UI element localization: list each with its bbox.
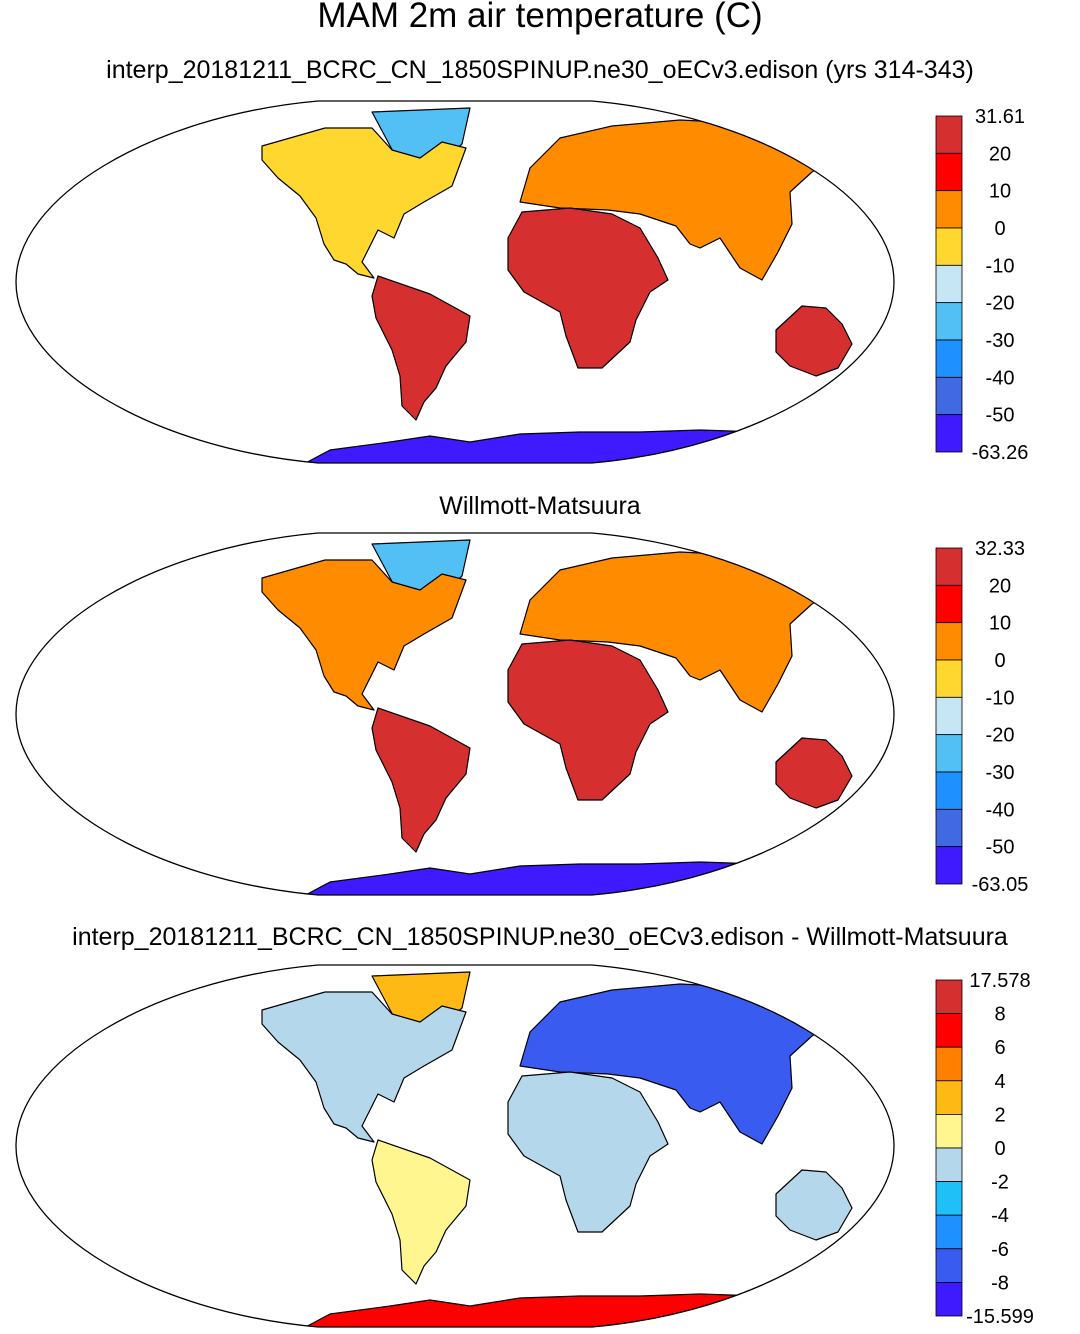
land-layer [261,107,853,463]
map-model [15,100,895,464]
colorbar-swatch [935,622,963,661]
colorbar-label: -63.26 [972,442,1029,464]
colorbar-label: -30 [986,330,1015,352]
colorbar-swatch [935,659,963,698]
colorbar-swatch [935,846,963,885]
land-europe-asia [519,551,837,713]
land-australia [775,305,853,377]
colorbar-label: 4 [994,1071,1005,1093]
colorbar-label: 6 [994,1037,1005,1059]
colorbar-swatch [935,1013,963,1048]
colorbar-swatch [935,1181,963,1216]
colorbar-label: 0 [994,218,1005,240]
colorbar-diff: 17.578 8 6 4 2 0 -2 -4 -6 -8 -15.599 [935,970,1034,1328]
colorbar-label: 31.61 [975,106,1025,128]
colorbar-label: -6 [991,1239,1009,1261]
land-australia [775,737,853,809]
colorbar-label: 20 [989,575,1011,597]
colorbar-swatch [935,696,963,736]
colorbar-swatch [935,264,963,304]
panel-title-diff: interp_20181211_BCRC_CN_1850SPINUP.ne30_… [72,923,1008,951]
colorbar-model: 31.61 20 10 0 -10 -20 -30 -40 -50 -63.26 [935,106,1029,464]
colorbar-label: -20 [986,725,1015,747]
colorbar-label: -63.05 [972,874,1029,896]
map-outline [15,964,895,1328]
colorbar-swatch [935,1281,963,1317]
colorbar-label: -8 [991,1272,1009,1294]
land-africa [507,207,669,369]
land-north-america [261,559,467,711]
colorbar-label: -10 [986,255,1015,277]
colorbar-swatch [935,1214,963,1250]
colorbar-swatch [935,1080,963,1115]
land-antarctica [299,1293,785,1327]
colorbar-swatch [935,584,963,624]
land-south-america [371,1139,471,1285]
land-europe-asia [519,119,837,281]
colorbar-label: -40 [986,367,1015,389]
colorbar-swatch [935,339,963,378]
colorbar-label: 0 [994,1138,1005,1160]
colorbar-label: 8 [994,1004,1005,1026]
land-antarctica [299,861,785,895]
colorbar-swatch [935,734,963,773]
map-outline [15,532,895,896]
colorbar-swatch [935,1147,963,1182]
colorbar-swatch [935,1046,963,1082]
colorbar-swatch [935,190,963,229]
land-south-america [371,275,471,421]
colorbar-obs: 32.33 20 10 0 -10 -20 -30 -40 -50 -63.05 [935,538,1029,896]
colorbar-label: 17.578 [969,970,1030,992]
land-australia [775,1169,853,1241]
panel-title-model: interp_20181211_BCRC_CN_1850SPINUP.ne30_… [106,56,974,84]
colorbar-label: 20 [989,143,1011,165]
colorbar-swatch [935,115,963,154]
map-obs [15,532,895,896]
colorbar-label: -20 [986,293,1015,315]
main-title: MAM 2m air temperature (C) [317,0,763,35]
colorbar-swatch [935,376,963,416]
colorbar-label: -40 [986,799,1015,821]
colorbar-swatch [935,1113,963,1149]
colorbar-label: -50 [986,405,1015,427]
colorbar-label: 32.33 [975,538,1025,560]
land-africa [507,1071,669,1233]
land-north-america [261,127,467,279]
colorbar-label: 2 [994,1104,1005,1126]
colorbar-swatch [935,1248,963,1283]
colorbar-swatch [935,808,963,848]
colorbar-swatch [935,227,963,266]
colorbar-label: 10 [989,613,1011,635]
colorbar-label: 0 [994,650,1005,672]
colorbar-label: -30 [986,762,1015,784]
land-africa [507,639,669,801]
colorbar-swatch [935,547,963,586]
colorbar-label: -15.599 [966,1306,1034,1328]
land-europe-asia [519,983,837,1145]
land-south-america [371,707,471,853]
land-north-america [261,991,467,1143]
land-layer [261,971,853,1327]
colorbar-swatch [935,152,963,192]
colorbar-swatch [935,771,963,810]
colorbar-label: -4 [991,1205,1009,1227]
panel-title-obs: Willmott-Matsuura [439,492,641,520]
land-layer [261,539,853,895]
colorbar-swatch [935,414,963,453]
land-antarctica [299,429,785,463]
map-diff [15,964,895,1328]
colorbar-label: -2 [991,1172,1009,1194]
colorbar-swatch [935,979,963,1014]
map-outline [15,100,895,464]
colorbar-label: 10 [989,181,1011,203]
colorbar-label: -10 [986,687,1015,709]
colorbar-label: -50 [986,837,1015,859]
colorbar-swatch [935,302,963,341]
